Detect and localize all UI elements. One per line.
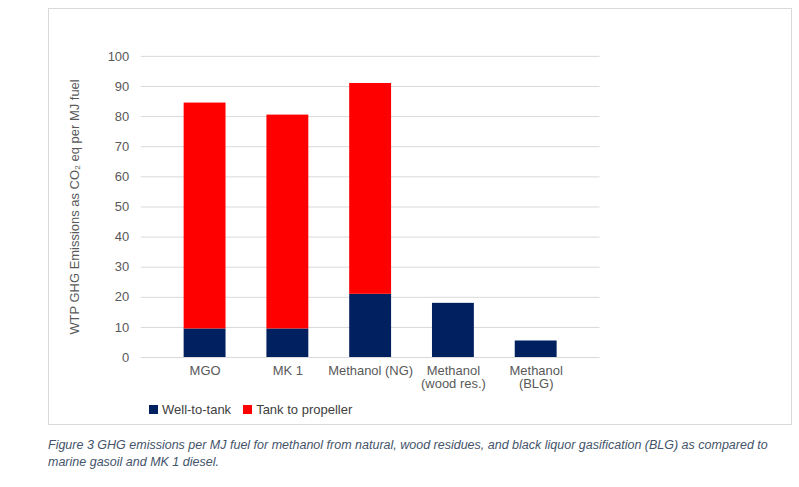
svg-text:WTP GHG Emissions as CO₂ eq pe: WTP GHG Emissions as CO₂ eq per MJ fuel — [67, 79, 82, 334]
svg-text:Methanol(wood res.): Methanol(wood res.) — [421, 363, 486, 391]
svg-text:20: 20 — [115, 289, 129, 304]
svg-text:Methanol (NG): Methanol (NG) — [328, 363, 413, 378]
svg-text:MK 1: MK 1 — [273, 363, 303, 378]
svg-text:70: 70 — [115, 139, 129, 154]
svg-text:60: 60 — [115, 169, 129, 184]
svg-text:MGO: MGO — [190, 363, 221, 378]
svg-text:30: 30 — [115, 259, 129, 274]
svg-text:90: 90 — [115, 79, 129, 94]
svg-text:0: 0 — [122, 350, 129, 365]
html-text:Well-to-tank: Well-to-tank — [162, 402, 232, 418]
svg-text:10: 10 — [115, 320, 129, 335]
svg-text:80: 80 — [115, 109, 129, 124]
svg-text:100: 100 — [108, 49, 130, 64]
svg-text:Methanol(BLG): Methanol(BLG) — [510, 363, 563, 391]
html-text:Tank to propeller: Tank to propeller — [256, 402, 353, 418]
svg-text:40: 40 — [115, 229, 129, 244]
svg-text:50: 50 — [115, 199, 129, 214]
html-text:Figure 3 GHG emissions per MJ: Figure 3 GHG emissions per MJ fuel for m… — [48, 438, 768, 469]
